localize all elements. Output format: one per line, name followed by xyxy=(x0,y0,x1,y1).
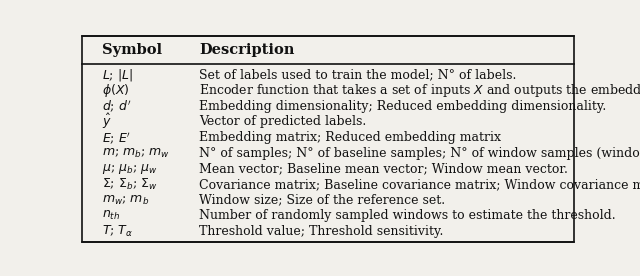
Text: Set of labels used to train the model; N° of labels.: Set of labels used to train the model; N… xyxy=(199,68,516,81)
Text: $\Sigma$; $\Sigma_b$; $\Sigma_w$: $\Sigma$; $\Sigma_b$; $\Sigma_w$ xyxy=(102,177,157,192)
Text: Mean vector; Baseline mean vector; Window mean vector.: Mean vector; Baseline mean vector; Windo… xyxy=(199,162,568,175)
Text: $m$; $m_b$; $m_w$: $m$; $m_b$; $m_w$ xyxy=(102,147,170,160)
Text: Vector of predicted labels.: Vector of predicted labels. xyxy=(199,115,366,128)
Text: $\hat{y}$: $\hat{y}$ xyxy=(102,112,112,131)
Text: $d$; $d'$: $d$; $d'$ xyxy=(102,98,132,114)
Text: Description: Description xyxy=(199,43,294,57)
Text: $E$; $E'$: $E$; $E'$ xyxy=(102,129,131,145)
Text: N° of samples; N° of baseline samples; N° of window samples (window size).: N° of samples; N° of baseline samples; N… xyxy=(199,147,640,160)
Text: Number of randomly sampled windows to estimate the threshold.: Number of randomly sampled windows to es… xyxy=(199,209,616,222)
Text: $m_w$; $m_b$: $m_w$; $m_b$ xyxy=(102,193,150,207)
Text: Window size; Size of the reference set.: Window size; Size of the reference set. xyxy=(199,194,445,207)
Text: $n_{th}$: $n_{th}$ xyxy=(102,209,120,222)
Text: $\mu$; $\mu_b$; $\mu_w$: $\mu$; $\mu_b$; $\mu_w$ xyxy=(102,162,158,176)
Text: Encoder function that takes a set of inputs $X$ and outputs the embedding $E$.: Encoder function that takes a set of inp… xyxy=(199,82,640,99)
Text: $\phi(X)$: $\phi(X)$ xyxy=(102,82,130,99)
Text: Symbol: Symbol xyxy=(102,43,163,57)
Text: Embedding dimensionality; Reduced embedding dimensionality.: Embedding dimensionality; Reduced embedd… xyxy=(199,100,606,113)
Text: Threshold value; Threshold sensitivity.: Threshold value; Threshold sensitivity. xyxy=(199,225,444,238)
Text: Embedding matrix; Reduced embedding matrix: Embedding matrix; Reduced embedding matr… xyxy=(199,131,501,144)
Text: Covariance matrix; Baseline covariance matrix; Window covariance matrix.: Covariance matrix; Baseline covariance m… xyxy=(199,178,640,191)
Text: $L$; $|L|$: $L$; $|L|$ xyxy=(102,67,133,83)
Text: $T$; $T_{\alpha}$: $T$; $T_{\alpha}$ xyxy=(102,224,133,239)
